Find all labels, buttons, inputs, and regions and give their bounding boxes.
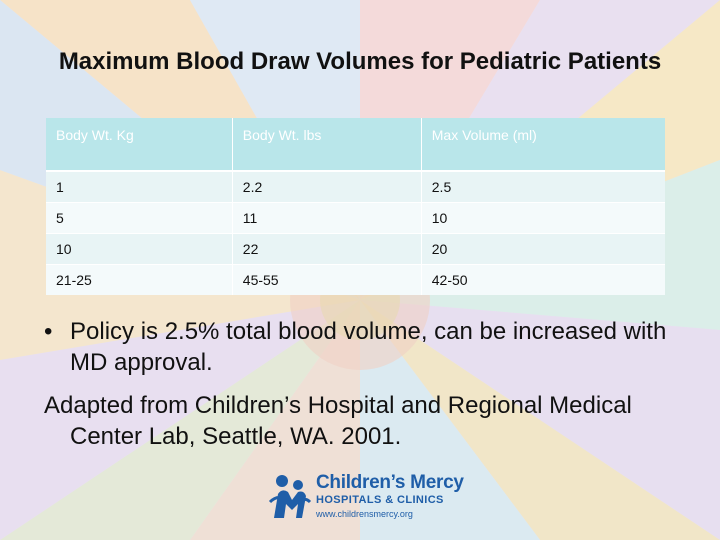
children-figure-logo-icon [268, 475, 312, 518]
column-header: Body Wt. lbs [232, 118, 422, 171]
blood-volume-table: Body Wt. Kg Body Wt. lbs Max Volume (ml)… [46, 118, 665, 295]
logo-name: Children’s Mercy [316, 472, 464, 493]
table-row: 1 2.2 2.5 [46, 170, 665, 203]
table-cell: 42-50 [421, 264, 665, 295]
table-cell: 20 [421, 233, 665, 265]
slide-title: Maximum Blood Draw Volumes for Pediatric… [58, 48, 662, 75]
table-cell: 2.5 [421, 170, 665, 203]
table-cell: 5 [46, 202, 233, 234]
source-citation: Adapted from Children’s Hospital and Reg… [44, 392, 632, 450]
policy-bullet: • Policy is 2.5% total blood volume, can … [44, 316, 670, 378]
table-cell: 22 [232, 233, 422, 265]
table-row: 5 11 10 [46, 202, 665, 234]
table-cell: 10 [421, 202, 665, 234]
bullet-marker: • [44, 318, 53, 345]
table-cell: 21-25 [46, 264, 233, 295]
table-cell: 11 [232, 202, 422, 234]
column-header: Max Volume (ml) [421, 118, 665, 171]
table-row: 21-25 45-55 42-50 [46, 264, 665, 295]
table-header-row: Body Wt. Kg Body Wt. lbs Max Volume (ml) [46, 118, 665, 171]
logo-url: www.childrensmercy.org [316, 509, 413, 519]
logo-subtitle: HOSPITALS & CLINICS [316, 494, 444, 506]
column-header: Body Wt. Kg [46, 118, 233, 171]
table-cell: 1 [46, 170, 233, 203]
policy-text: Policy is 2.5% total blood volume, can b… [70, 318, 667, 376]
table-row: 10 22 20 [46, 233, 665, 265]
table-cell: 2.2 [232, 170, 422, 203]
table-cell: 10 [46, 233, 233, 265]
childrens-mercy-logo: Children’s Mercy HOSPITALS & CLINICS www… [268, 472, 468, 524]
table-cell: 45-55 [232, 264, 422, 295]
